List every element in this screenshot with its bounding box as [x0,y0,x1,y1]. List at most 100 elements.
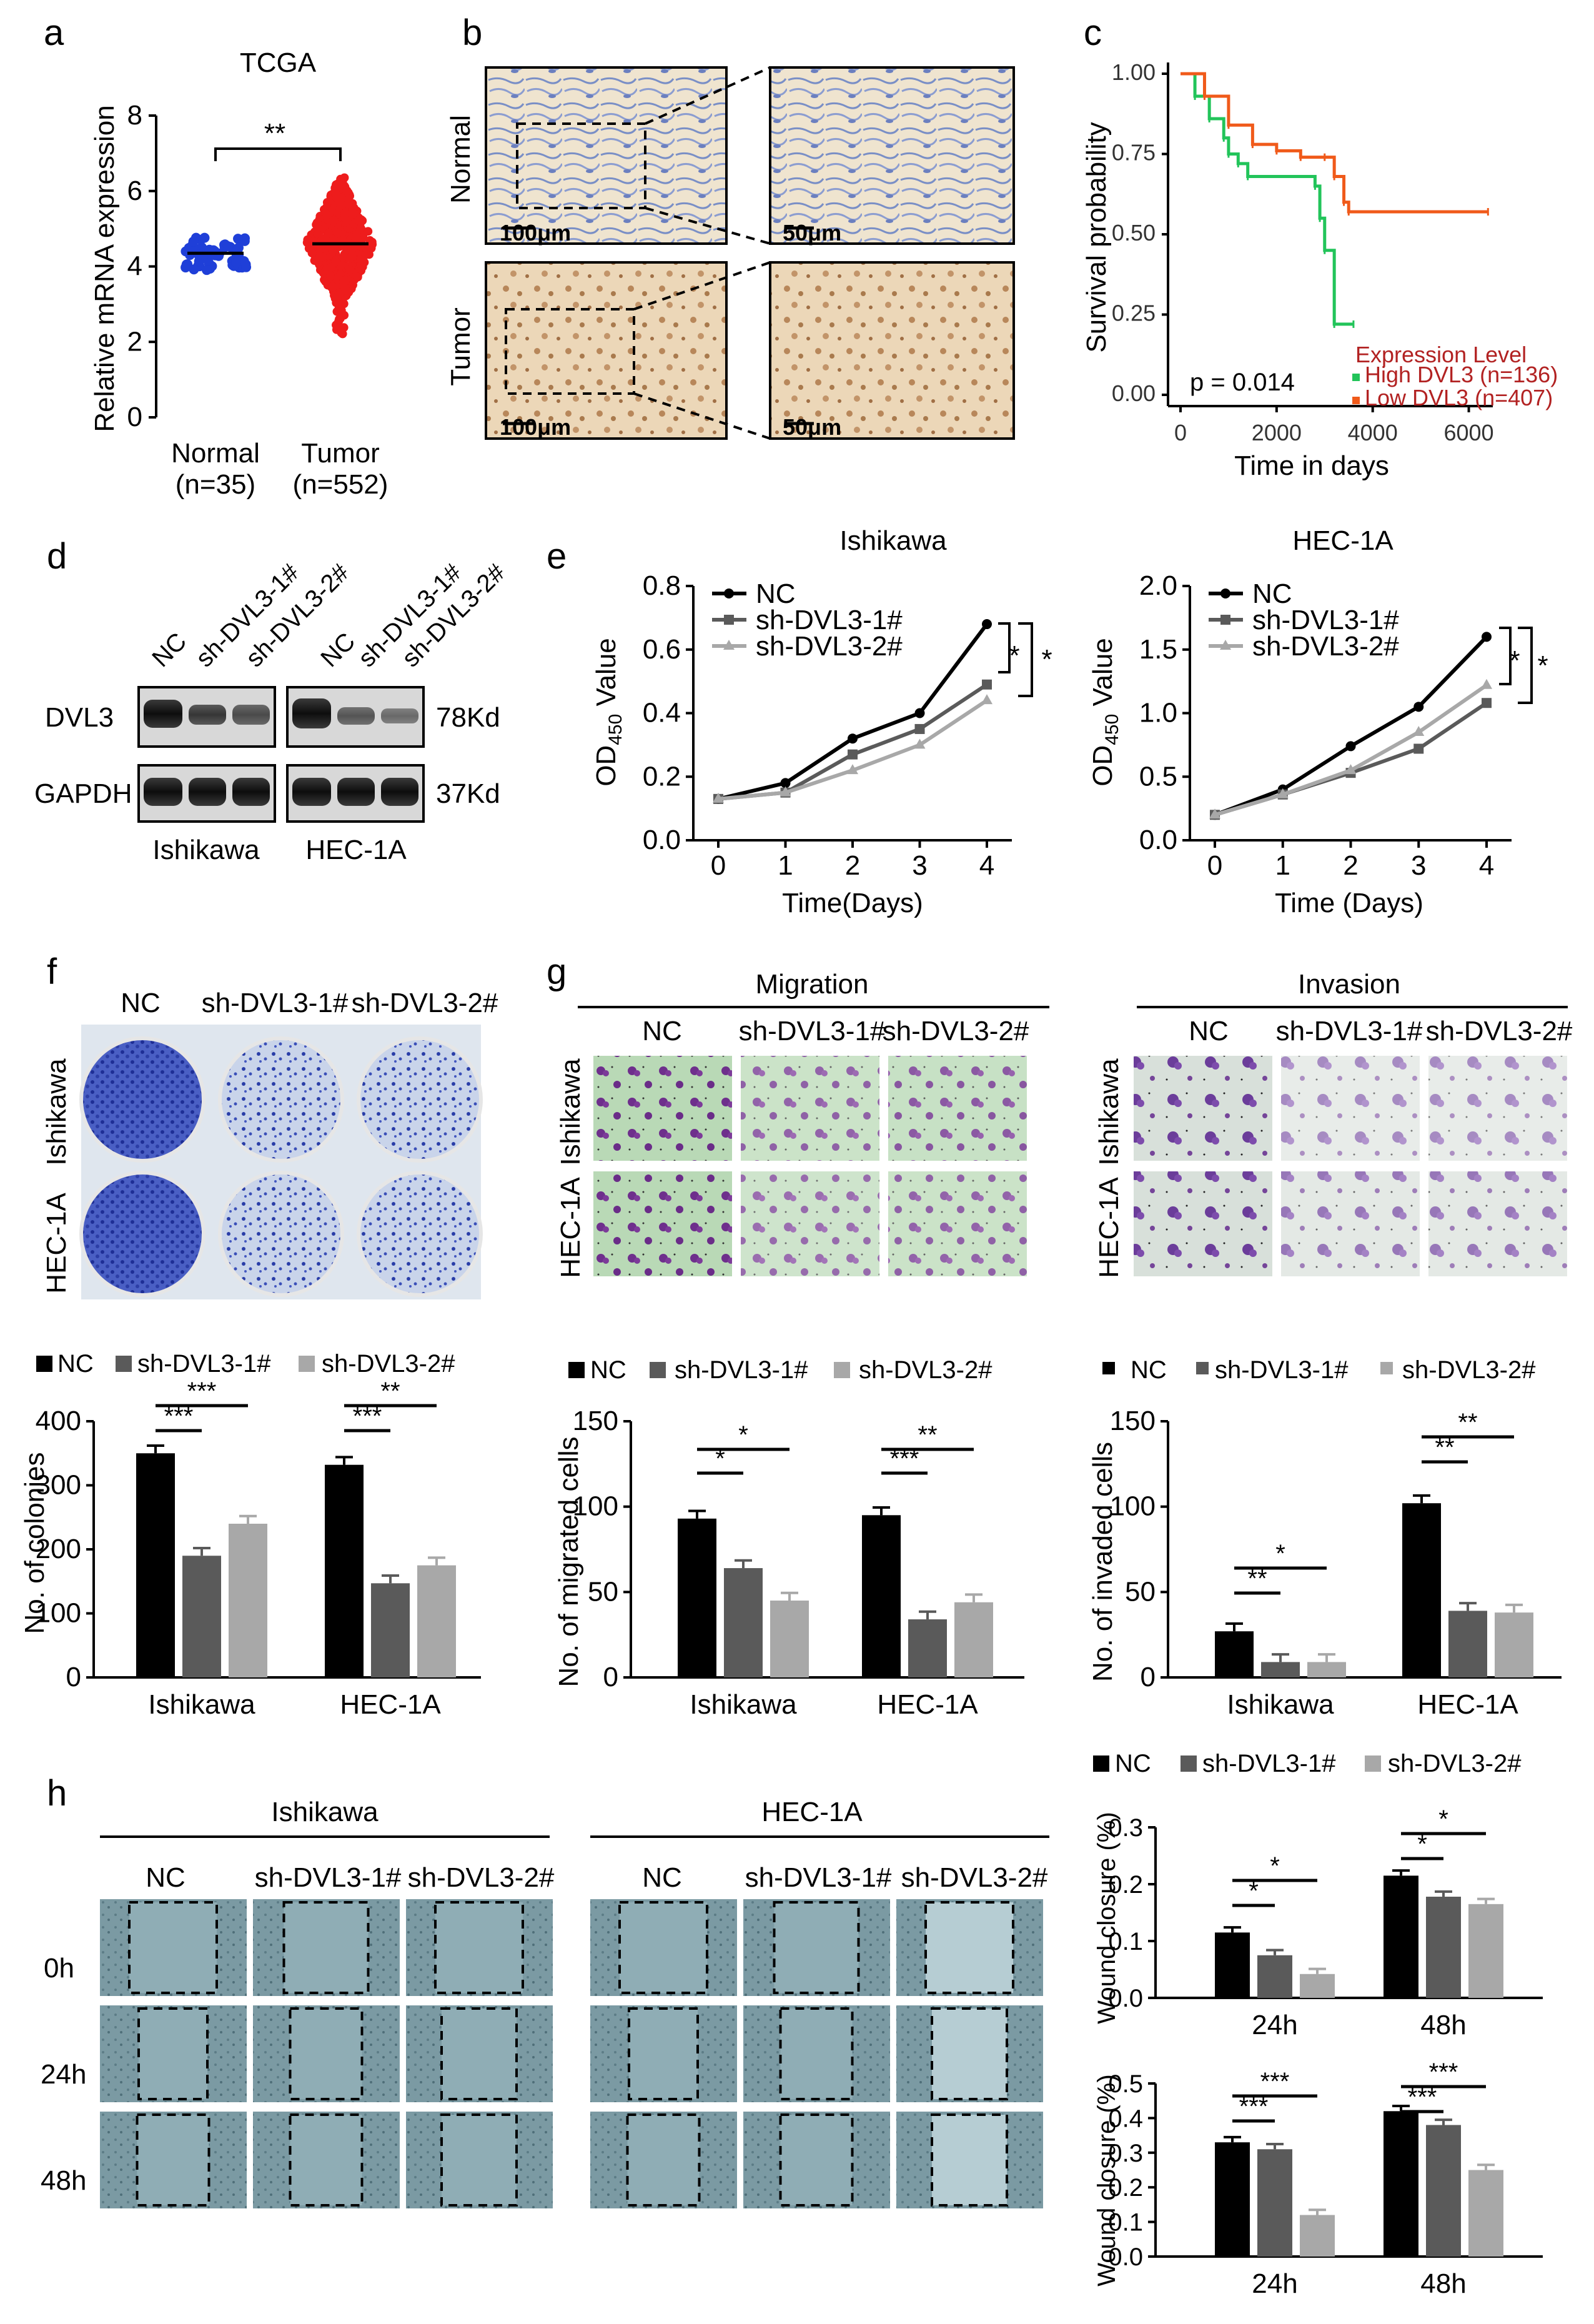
sig-label: * [1537,650,1548,681]
data-point-tumor [340,276,350,285]
panel-c-km: 0 2000 4000 6000 0.00 0.25 0.50 0.75 1.00 Surviv… [1081,59,1558,481]
data-point-tumor [362,250,371,259]
panel-a-sig: ** [264,118,285,149]
data-point-tumor [322,212,331,222]
blot-cell-ishikawa: Ishikawa [152,835,260,865]
sig-label: ** [1458,1409,1477,1436]
ihc-normal-zoom-lines [645,66,771,245]
panel-c-legend-title: Expression Level [1355,342,1527,367]
legend-label: NC [1131,1356,1167,1384]
wound-gap [435,1902,523,1993]
panel-a-sig-bracket [214,147,342,161]
y-tick-label: 150 [1110,1406,1156,1436]
legend-label: sh-DVL3-2# [859,1356,993,1384]
wound-gap-outline [628,2007,699,2100]
data-point [848,733,858,744]
wound-gap [442,2115,517,2205]
legend-marker [1220,640,1231,650]
bar-nc [1215,1631,1254,1677]
invasion-image [1281,1056,1420,1161]
panel-e-ishikawa: Ishikawa 0.0 0.2 0.4 0.6 0.8 0 1 2 3 4 OD450 Valu… [591,525,1052,918]
legend-label: sh-DVL3-1# [756,605,903,635]
bar-sh-dvl3-1- [1426,1897,1461,1998]
legend-label: sh-DVL3-1# [1202,1750,1336,1777]
y-tick-label: 0.5 [1139,761,1177,792]
scale-label: 100μm [500,220,571,246]
data-point-normal [241,262,252,272]
invasion-image [1428,1171,1567,1276]
blot-band [232,705,270,725]
legend-label: sh-DVL3-1# [1215,1356,1349,1384]
y-tick-label: 0.4 [643,698,681,728]
legend-swatch [299,1356,315,1372]
y-tick-label: 2 [127,326,142,357]
data-point-tumor [347,252,356,262]
sig-label: * [1249,1877,1259,1905]
data-point-tumor [354,216,363,225]
y-tick-label: 0.1 [1108,2209,1143,2237]
bar-sh-dvl3-1- [1426,2125,1461,2257]
y-tick-label: 0.0 [643,825,681,855]
panel-h-wound: Ishikawa HEC-1A NC sh-DVL3-1# sh-DVL3-2#… [41,1750,1543,2299]
data-point-tumor [352,231,361,240]
scale-label: 50μm [783,414,841,440]
data-point-tumor [337,193,346,202]
panel-d-western: NC sh-DVL3-1# sh-DVL3-2# NC sh-DVL3-1# s… [34,559,511,865]
data-point-tumor [331,188,340,197]
panel-e1-xlabel: Time(Days) [782,888,923,918]
legend-high-icon [1352,374,1360,381]
sig-bracket [1499,627,1533,704]
data-point [1413,743,1424,754]
y-tick-label: 150 [573,1406,618,1436]
y-tick-label: 50 [588,1576,618,1607]
wound-gap [129,1902,217,1993]
y-tick-label: 4 [127,251,142,282]
migration-image [888,1056,1027,1161]
g-row-label: HEC-1A [1094,1177,1124,1278]
panel-label-d: d [47,536,67,577]
y-tick-label: 0 [603,1662,618,1692]
legend-label: sh-DVL3-2# [322,1350,455,1378]
wound-gap-outline [779,2113,854,2207]
legend-label: NC [1252,579,1292,609]
legend-low-icon [1352,397,1360,404]
wound-gap [627,2115,700,2205]
h-header-hec1a: HEC-1A [761,1797,863,1827]
x-tick-label: 0 [1174,420,1187,445]
legend-swatch [1181,1755,1197,1772]
g2-ylabel: No. of invaded cells [1087,1442,1118,1682]
data-point-tumor [347,207,357,216]
x-tick-label: 4 [979,850,994,881]
data-point [780,778,791,788]
wound-gap [932,2009,1007,2099]
blot-band [189,705,226,725]
g-col-label: NC [642,1016,682,1046]
bar-sh-dvl3-2- [1300,1974,1335,1998]
x-tick-label: HEC-1A [877,1689,978,1720]
data-point-tumor [336,269,345,279]
wound-gap-outline [282,1901,370,1994]
legend-marker [1220,588,1230,598]
y-tick-label: 0.75 [1112,140,1156,166]
g-col-label: sh-DVL3-2# [883,1016,1029,1046]
colony-plate [218,1036,344,1163]
panel-c-xlabel: Time in days [1234,450,1389,481]
blot-band [381,708,418,723]
bar-sh-dvl3-2- [770,1601,809,1677]
h-row-label: 48h [41,2165,86,2196]
bar-nc [1215,1932,1250,1998]
ihc-tumor-100 [485,261,728,440]
legend-swatch [568,1362,585,1378]
x-tick-label: 48h [1420,2268,1466,2299]
data-point [982,619,992,630]
legend-marker [723,640,735,650]
y-tick-label: 0.2 [1108,2174,1143,2202]
y-tick-label: 0.4 [1108,2105,1143,2132]
bar-sh-dvl3-1- [182,1556,221,1677]
legend-label: sh-DVL3-2# [756,631,903,662]
h-row-label: 24h [41,2059,86,2090]
x-tick-label: 24h [1252,2268,1297,2299]
panel-b-ihc: Normal Tumor 100μm 50μm 100μm 50μm [445,66,1015,440]
wound-gap-outline [136,2113,210,2207]
legend-label: sh-DVL3-2# [1252,631,1399,662]
